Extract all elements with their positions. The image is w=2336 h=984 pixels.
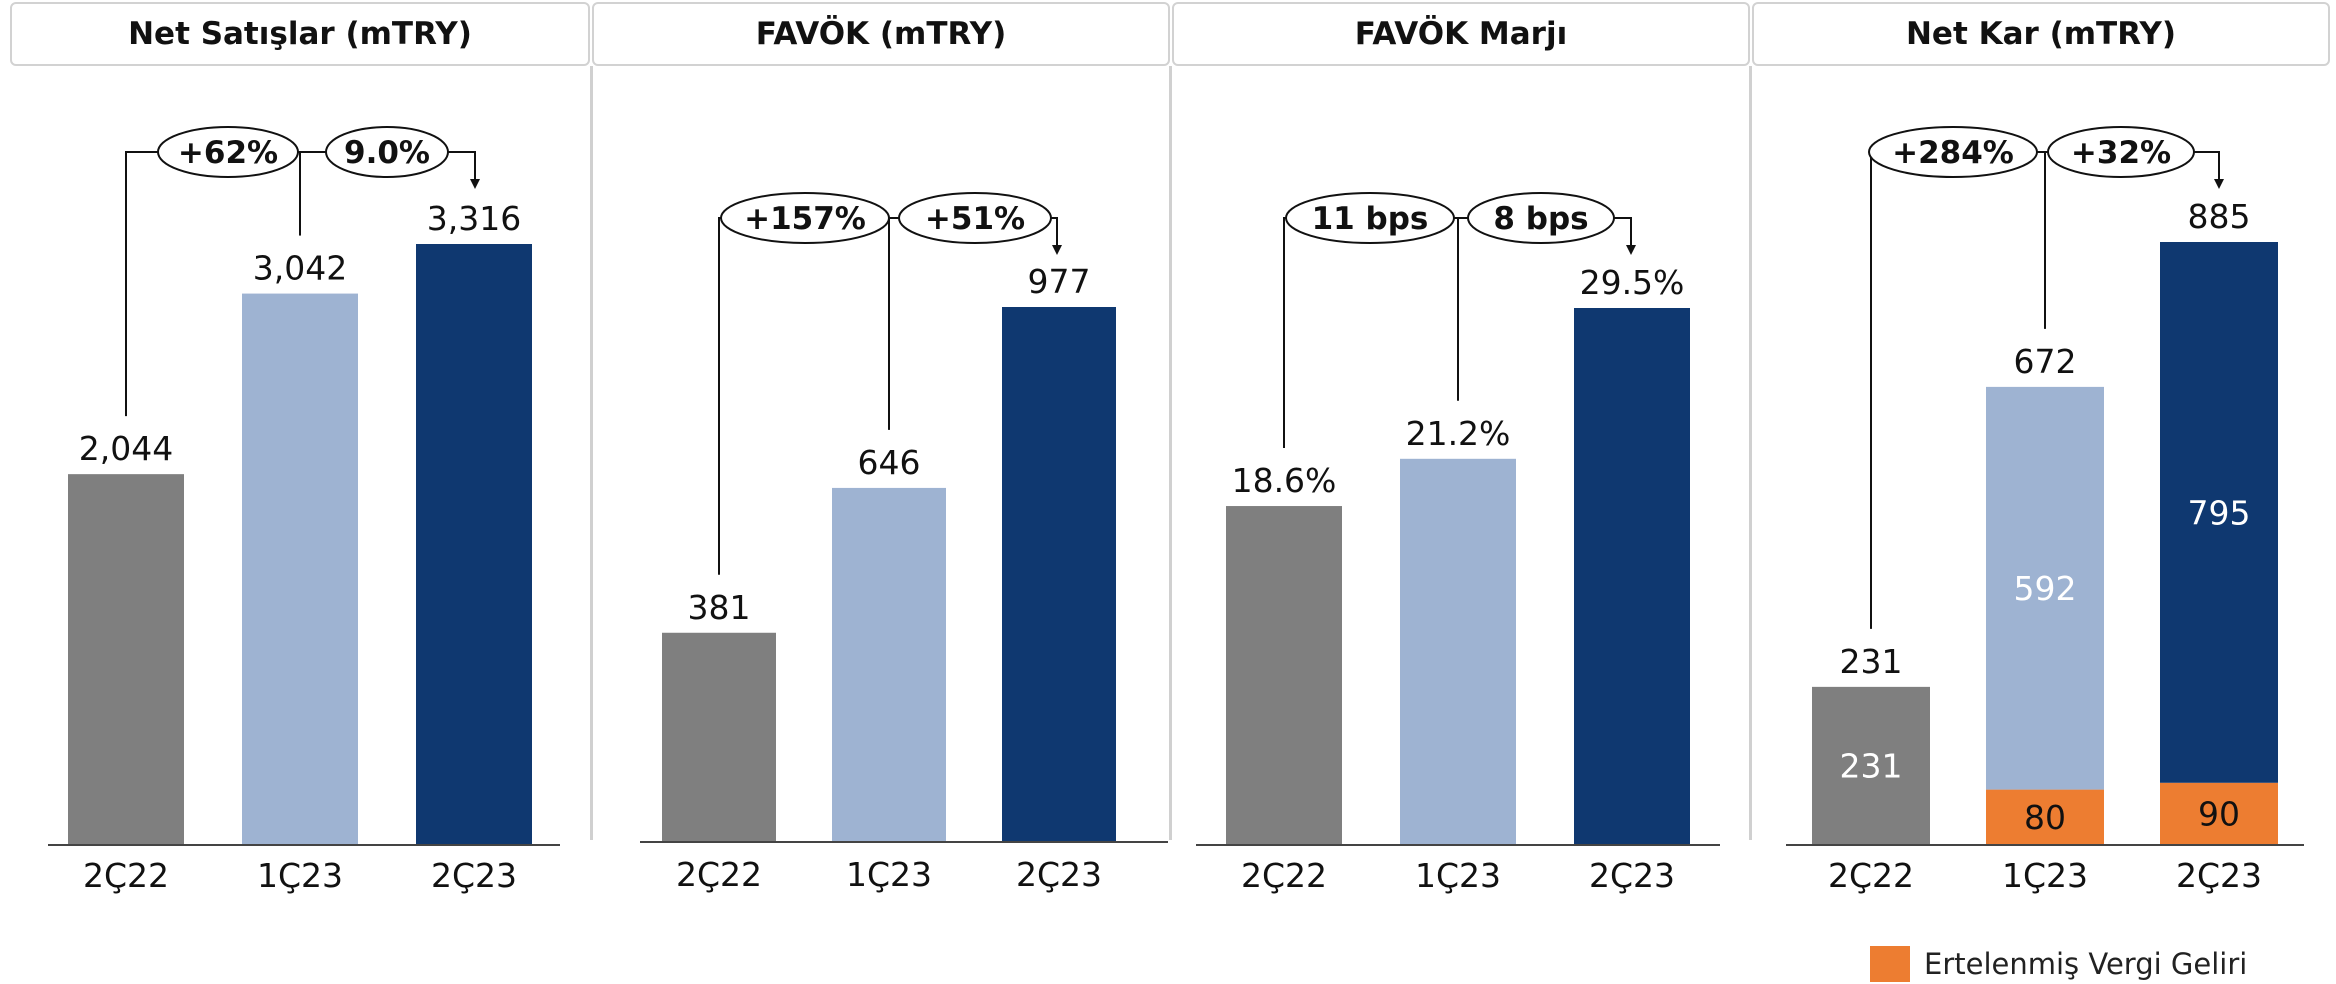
bar <box>68 474 184 844</box>
segment-value-label: 90 <box>2198 794 2240 833</box>
bar <box>662 632 776 841</box>
legend: Ertelenmiş Vergi Geliri <box>1870 944 2247 984</box>
panel-title: FAVÖK (mTRY) <box>755 16 1007 52</box>
legend-label: Ertelenmiş Vergi Geliri <box>1924 947 2248 981</box>
bar-segment <box>1986 386 2104 790</box>
growth-ellipse <box>2047 126 2195 178</box>
panel-header-net-profit: Net Kar (mTRY) <box>1752 2 2330 66</box>
bracket-line <box>1283 217 1286 449</box>
category-tick-label: 2Ç23 <box>2176 856 2262 895</box>
growth-ellipse <box>1285 192 1455 244</box>
segment-value-label: 592 <box>2014 569 2077 608</box>
bar-segment-deferred-tax <box>2160 782 2278 844</box>
bar <box>832 487 946 841</box>
bar-value-label: 3,042 <box>253 249 347 288</box>
growth-annotation: +62% 9.0% <box>125 126 480 417</box>
category-tick-label: 1Ç23 <box>846 855 932 894</box>
bar-value-label: 21.2% <box>1406 414 1511 453</box>
bar <box>1400 458 1516 844</box>
category-tick-label: 2Ç23 <box>1016 855 1102 894</box>
growth-ellipse <box>157 126 299 178</box>
bracket-line <box>718 217 721 575</box>
legend-swatch-deferred-tax <box>1870 946 1910 982</box>
bar <box>1226 506 1342 844</box>
category-tick-label: 2Ç23 <box>431 856 517 895</box>
bar <box>1574 308 1690 844</box>
category-tick-label: 2Ç22 <box>1241 856 1327 895</box>
category-tick-label: 1Ç23 <box>1415 856 1501 895</box>
category-tick-label: 2Ç22 <box>676 855 762 894</box>
category-tick-label: 1Ç23 <box>2002 856 2088 895</box>
bar-total-label: 672 <box>2014 342 2077 381</box>
growth-label: +51% <box>925 201 1025 237</box>
growth-label: +157% <box>744 201 866 237</box>
bar-value-label: 2,044 <box>79 429 173 468</box>
panel-header-ebitda-margin: FAVÖK Marjı <box>1172 2 1750 66</box>
bracket-arrow <box>2194 151 2224 189</box>
segment-value-label: 795 <box>2188 493 2251 532</box>
panel-header-net-sales: Net Satışlar (mTRY) <box>10 2 590 66</box>
growth-ellipse <box>898 192 1052 244</box>
bar-value-label: 646 <box>858 443 921 482</box>
bracket-arrow <box>1051 217 1062 255</box>
category-tick-label: 1Ç23 <box>257 856 343 895</box>
growth-label: 9.0% <box>344 135 430 171</box>
category-tick-label: 2Ç22 <box>83 856 169 895</box>
panel-divider <box>1169 66 1172 840</box>
bar-segment <box>1812 686 1930 844</box>
growth-annotation: +157% +51% <box>718 192 1062 575</box>
bar-value-label: 18.6% <box>1232 461 1337 500</box>
bar <box>1002 307 1116 841</box>
growth-label: +62% <box>178 135 278 171</box>
bar <box>416 244 532 844</box>
category-tick-label: 2Ç22 <box>1828 856 1914 895</box>
bar-value-label: 977 <box>1028 262 1091 301</box>
bar <box>242 293 358 845</box>
category-tick-label: 2Ç23 <box>1589 856 1675 895</box>
panel-title: FAVÖK Marjı <box>1354 16 1568 52</box>
bracket-arrow <box>1614 217 1636 255</box>
growth-label: +32% <box>2071 135 2171 171</box>
segment-value-label: 231 <box>1840 746 1903 785</box>
growth-ellipse <box>720 192 890 244</box>
bracket-arrow <box>448 151 480 189</box>
bar-segment-deferred-tax <box>1986 789 2104 844</box>
bar-value-label: 3,316 <box>427 199 521 238</box>
bar-segment <box>2160 242 2278 783</box>
growth-annotation: +284% +32% <box>1868 126 2224 629</box>
panel-divider <box>1749 66 1752 840</box>
growth-label: +284% <box>1892 135 2014 171</box>
bar-value-label: 29.5% <box>1580 263 1685 302</box>
growth-annotation: 11 bps 8 bps <box>1283 192 1636 449</box>
bracket-line <box>125 151 158 417</box>
panel-header-ebitda: FAVÖK (mTRY) <box>592 2 1170 66</box>
growth-ellipse <box>1467 192 1615 244</box>
panel-title: Net Satışlar (mTRY) <box>128 16 472 52</box>
panel-divider <box>590 66 593 840</box>
growth-label: 8 bps <box>1493 201 1588 237</box>
segment-value-label: 80 <box>2024 798 2066 837</box>
growth-ellipse <box>325 126 449 178</box>
growth-ellipse <box>1868 126 2038 178</box>
bar-value-label: 381 <box>688 588 751 627</box>
growth-label: 11 bps <box>1312 201 1429 237</box>
bar-total-label: 885 <box>2188 197 2251 236</box>
bracket-line <box>1869 151 1872 629</box>
panel-title: Net Kar (mTRY) <box>1905 16 2176 52</box>
bar-total-label: 231 <box>1840 642 1903 681</box>
charts-canvas: 2,044 2Ç22 3,042 1Ç23 3,316 2Ç23 +62% 9.0% 381 2Ç… <box>48 126 2304 895</box>
